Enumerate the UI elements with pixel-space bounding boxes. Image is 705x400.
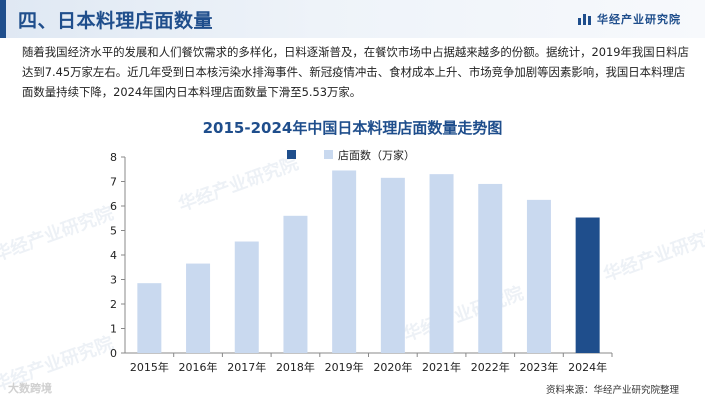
intro-paragraph: 随着我国经济水平的发展和人们餐饮需求的多样化，日料逐渐普及，在餐饮市场中占据越来…	[22, 45, 689, 99]
x-tick-label: 2023年	[519, 360, 558, 374]
y-tick-label: 5	[110, 225, 117, 238]
y-tick-label: 1	[110, 323, 117, 336]
header-accent	[0, 0, 6, 38]
legend-swatch-highlight	[287, 150, 296, 159]
bar	[283, 215, 308, 353]
y-tick-label: 7	[110, 176, 117, 189]
bar	[380, 177, 405, 353]
y-tick-label: 2	[110, 298, 117, 311]
x-tick-label: 2022年	[471, 360, 510, 374]
bar	[137, 283, 162, 353]
page-title: 四、日本料理店面数量	[18, 10, 214, 32]
legend-swatch	[324, 150, 333, 159]
bar	[575, 217, 600, 353]
x-tick-label: 2018年	[276, 360, 315, 374]
bar	[332, 170, 357, 353]
y-tick-label: 8	[110, 151, 117, 164]
bars-logo-icon	[578, 13, 591, 25]
bar	[186, 263, 211, 353]
bar	[234, 241, 259, 353]
source-logo: 大数跨境	[8, 382, 52, 395]
y-tick-label: 6	[110, 200, 117, 213]
x-tick-label: 2015年	[130, 360, 169, 374]
source-note: 资料来源：华经产业研究院整理	[545, 385, 679, 396]
legend-label: 店面数（万家）	[338, 148, 415, 162]
bar	[429, 174, 454, 353]
chart-title: 2015-2024年中国日本料理店面数量走势图	[202, 119, 503, 137]
brand-name: 华经产业研究院	[597, 13, 681, 26]
x-tick-label: 2020年	[373, 360, 412, 374]
brand: 华经产业研究院	[578, 11, 681, 27]
y-tick-label: 3	[110, 274, 117, 287]
y-tick-label: 0	[110, 347, 117, 360]
bar	[526, 199, 551, 353]
x-tick-label: 2016年	[179, 360, 218, 374]
x-tick-label: 2024年	[568, 360, 607, 374]
x-tick-label: 2017年	[227, 360, 266, 374]
x-tick-label: 2021年	[422, 360, 461, 374]
bar	[478, 183, 503, 353]
header-banner: 四、日本料理店面数量 华经产业研究院	[0, 0, 705, 38]
x-tick-label: 2019年	[325, 360, 364, 374]
y-tick-label: 4	[110, 249, 117, 262]
